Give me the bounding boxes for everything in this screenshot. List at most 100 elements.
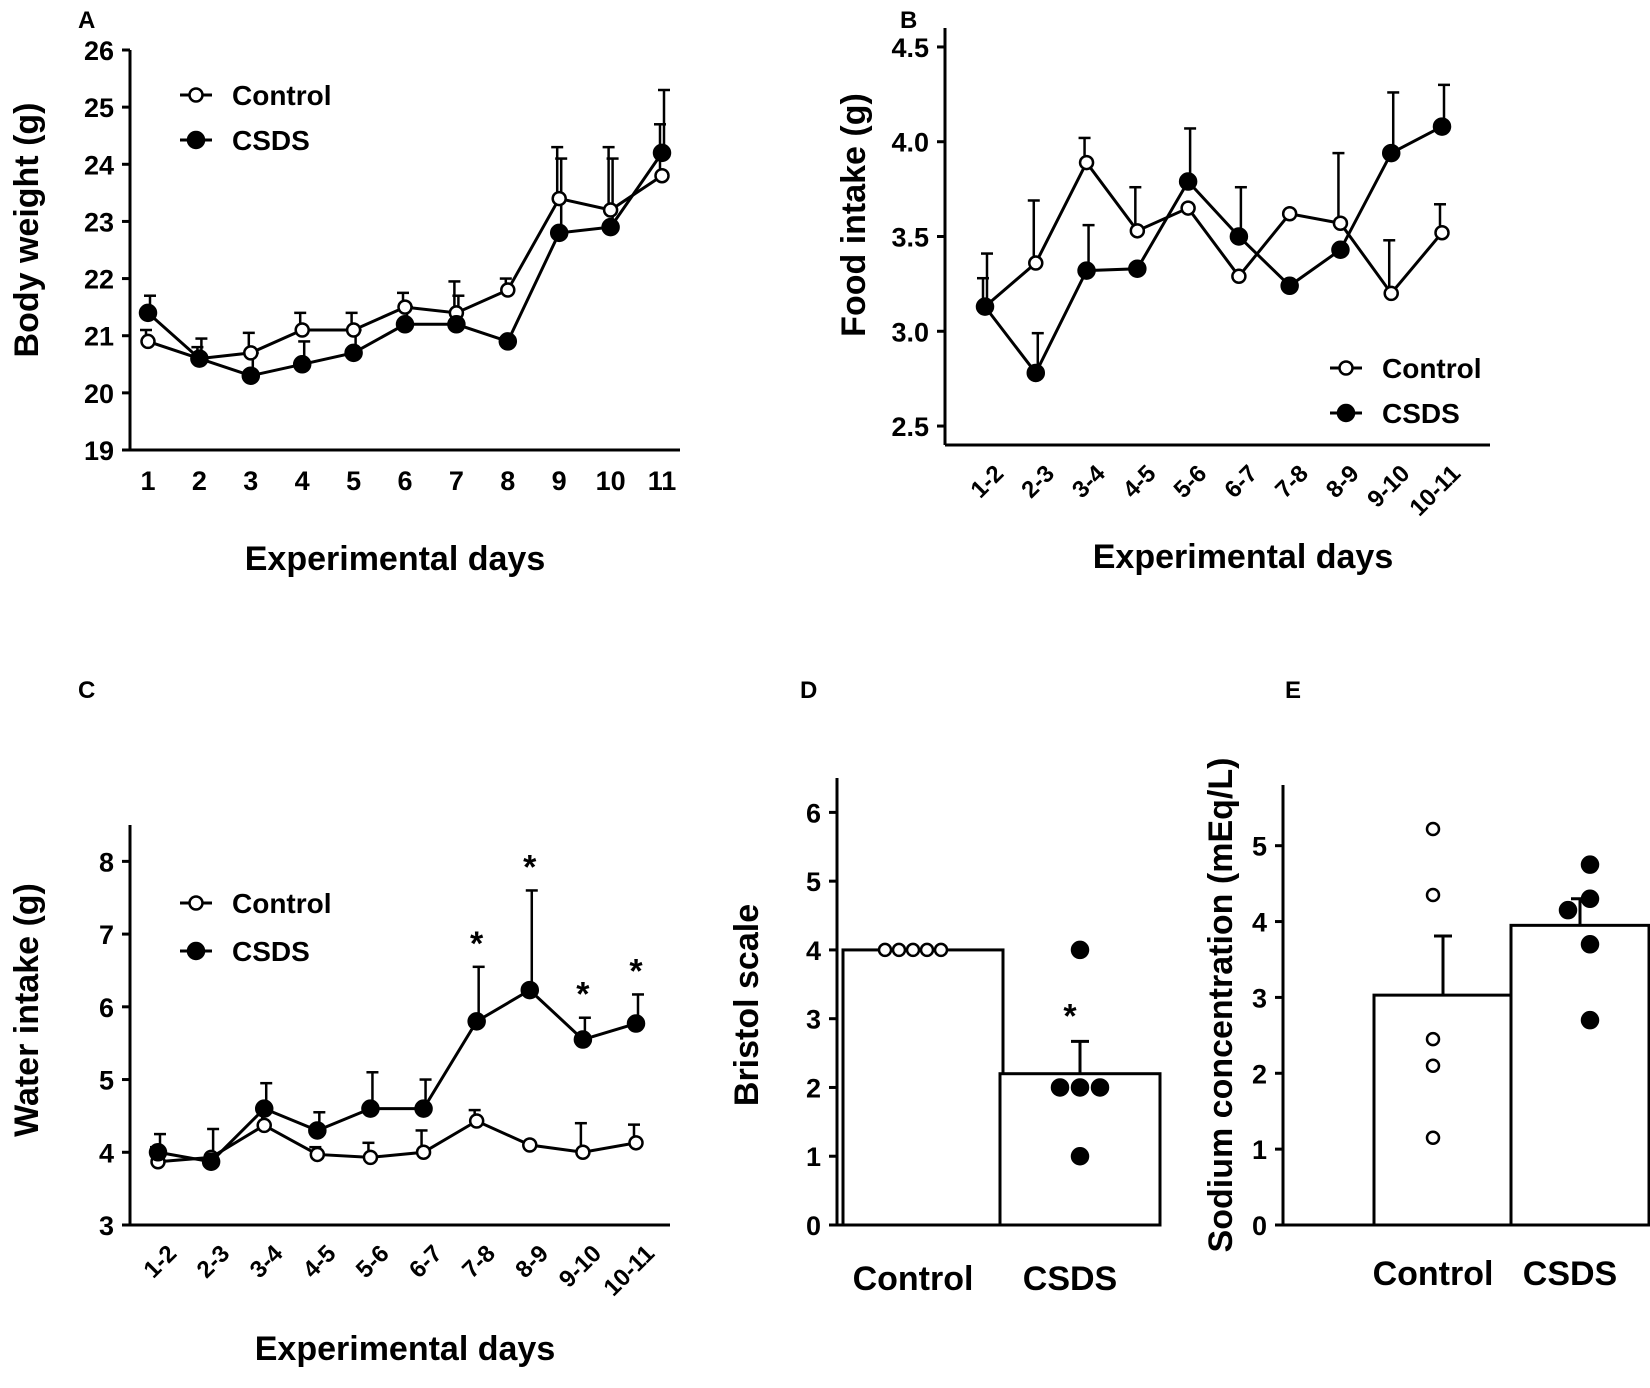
bar-control <box>841 948 1005 1227</box>
data-point-csds <box>975 297 995 316</box>
significance-star: * <box>470 925 484 963</box>
data-point-csds <box>361 1099 380 1118</box>
panel-label: C <box>78 677 95 704</box>
x-axis-label: Experimental days <box>245 540 545 578</box>
data-point-control <box>891 942 907 958</box>
data-point-control <box>256 1117 272 1134</box>
data-point-csds <box>652 143 672 163</box>
x-tick-label: CSDS <box>1523 1255 1617 1293</box>
data-point-control <box>1231 268 1247 285</box>
legend-marker <box>188 87 204 103</box>
x-tick-label: CSDS <box>1023 1260 1117 1298</box>
data-point-control <box>628 1135 644 1151</box>
y-tick-label: 20 <box>84 379 114 409</box>
data-point-csds <box>1070 1078 1090 1097</box>
y-tick-label: 23 <box>84 207 114 237</box>
y-tick-label: 4.5 <box>891 33 929 63</box>
x-tick-label: 6-7 <box>404 1240 448 1284</box>
y-tick-label: 6 <box>99 993 114 1023</box>
data-point-csds <box>1128 259 1147 278</box>
data-point-control <box>1332 215 1349 231</box>
data-point-csds <box>467 1012 486 1031</box>
data-point-control <box>933 942 949 958</box>
series-line-control <box>984 159 1444 308</box>
data-point-csds <box>1178 172 1198 191</box>
series-line-csds <box>147 152 664 378</box>
y-tick-label: 4.0 <box>891 128 929 158</box>
data-point-csds <box>1580 855 1600 874</box>
data-point-control <box>1281 206 1298 222</box>
x-tick-label: 9 <box>552 466 567 496</box>
data-point-csds <box>1026 363 1046 383</box>
data-point-csds <box>1070 1146 1090 1166</box>
legend-label: Control <box>232 80 332 111</box>
x-tick-label: 3-4 <box>1067 460 1111 504</box>
x-tick-label: 3-4 <box>245 1240 289 1284</box>
x-tick-label: 5-6 <box>1169 460 1213 504</box>
x-tick-label: 4 <box>295 466 310 496</box>
data-point-control <box>345 322 362 338</box>
series-line-csds <box>983 125 1443 376</box>
data-point-control <box>905 942 921 958</box>
data-point-control <box>362 1149 379 1166</box>
data-point-csds <box>549 223 569 243</box>
y-tick-label: 1 <box>1252 1135 1267 1165</box>
data-point-csds <box>190 349 209 368</box>
series-line-csds <box>157 988 637 1164</box>
x-tick-label: 9-10 <box>554 1240 607 1293</box>
panel-E: 0 1 2 3 4 5 E Sodium concentration (mEq/L) Contr… <box>1202 677 1650 1293</box>
significance-star: * <box>523 848 537 886</box>
data-point-control <box>1078 154 1095 171</box>
data-point-csds <box>1070 940 1090 960</box>
data-point-csds <box>1580 935 1600 954</box>
legend-label: Control <box>1382 353 1482 384</box>
data-point-csds <box>601 217 620 237</box>
legend-marker <box>1338 360 1354 376</box>
panel-B: 2.5 3.0 3.5 4.0 4.5B Food intake (g) 1-2 2-3 3-4… <box>835 7 1490 576</box>
data-point-csds <box>254 1099 274 1118</box>
data-point-csds <box>1580 1010 1600 1030</box>
x-tick-label: 1 <box>140 466 155 496</box>
x-tick-label: 4-5 <box>298 1240 342 1284</box>
data-point-control <box>1129 223 1146 239</box>
data-point-control <box>1425 1058 1441 1073</box>
x-tick-label: 10 <box>596 466 626 496</box>
y-tick-label: 3.0 <box>891 317 929 347</box>
data-point-control <box>1425 821 1441 837</box>
data-point-csds <box>1558 900 1578 920</box>
x-tick-label: 1-2 <box>139 1240 183 1284</box>
legend-marker <box>188 895 204 911</box>
data-point-control <box>575 1144 591 1161</box>
data-point-csds <box>447 315 466 334</box>
data-point-csds <box>1090 1078 1110 1097</box>
y-tick-label: 0 <box>1252 1211 1267 1241</box>
x-tick-label: 10-11 <box>599 1240 661 1302</box>
x-tick-label: 6 <box>397 466 412 496</box>
x-tick-label: 7-8 <box>1270 460 1314 504</box>
data-point-control <box>602 202 619 218</box>
data-point-csds <box>201 1152 221 1171</box>
x-axis-label: Experimental days <box>1093 538 1393 576</box>
y-axis-label: Sodium concentration (mEq/L) <box>1202 758 1240 1253</box>
data-point-control <box>500 282 516 298</box>
y-tick-label: 2.5 <box>891 412 929 442</box>
data-point-csds <box>148 1143 168 1162</box>
x-tick-label: 8-9 <box>1321 460 1365 504</box>
bar-csds <box>1509 923 1650 1227</box>
data-point-csds <box>1077 261 1096 280</box>
y-tick-label: 2 <box>1252 1059 1267 1089</box>
y-tick-label: 4 <box>806 936 821 966</box>
data-point-control <box>140 333 156 350</box>
data-point-control <box>243 345 259 361</box>
y-tick-label: 26 <box>84 36 114 66</box>
data-point-csds <box>1331 240 1350 260</box>
data-point-control <box>468 1113 485 1129</box>
x-tick-label: 1-2 <box>966 460 1010 504</box>
data-point-csds <box>1381 143 1401 163</box>
legend-label: Control <box>232 888 332 919</box>
legend-marker <box>1336 403 1356 423</box>
data-point-csds <box>1280 276 1299 296</box>
x-tick-label: 10-11 <box>1405 460 1467 522</box>
x-tick-label: 2-3 <box>192 1240 236 1284</box>
